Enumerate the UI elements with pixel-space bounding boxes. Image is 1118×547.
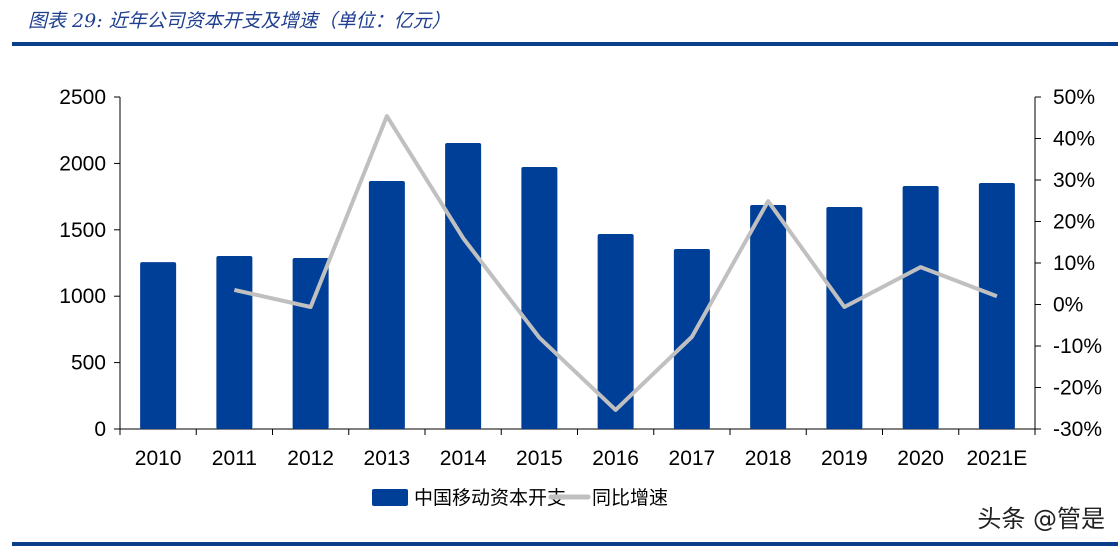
right-tick-label: 0%: [1053, 294, 1083, 317]
bar-2015: [521, 166, 558, 429]
left-tick-label: 1000: [59, 285, 106, 308]
left-tick-label: 2000: [59, 152, 106, 175]
left-tick-label: 1500: [59, 219, 106, 242]
right-tick-label: 10%: [1053, 252, 1095, 275]
x-tick-label: 2016: [592, 447, 639, 470]
figure-title: 图表 29: 近年公司资本开支及增速（单位：亿元）: [28, 10, 451, 32]
bar-2010: [140, 262, 177, 429]
legend-bar-swatch: [372, 489, 408, 506]
left-tick-label: 0: [94, 418, 106, 441]
left-tick-label: 2500: [59, 86, 106, 109]
right-tick-label: 40%: [1053, 128, 1095, 151]
bar-2014: [445, 142, 482, 430]
bar-2018: [750, 204, 787, 429]
x-tick-label: 2017: [669, 447, 716, 470]
legend-line-label: 同比增速: [592, 487, 668, 509]
x-tick-label: 2014: [440, 447, 487, 470]
left-tick-label: 500: [71, 352, 106, 375]
x-tick-label: 2020: [897, 447, 944, 470]
x-tick-label: 2012: [287, 447, 334, 470]
x-tick-label: 2015: [516, 447, 563, 470]
legend-bar-label: 中国移动资本开支: [414, 487, 566, 509]
right-tick-label: -30%: [1053, 418, 1102, 441]
x-tick-label: 2021E: [967, 447, 1028, 470]
bar-2012: [292, 257, 329, 429]
right-tick-label: -20%: [1053, 377, 1102, 400]
bar-2019: [826, 206, 863, 429]
title-rule: [12, 42, 1118, 46]
x-tick-label: 2010: [135, 447, 182, 470]
right-tick-label: 50%: [1053, 86, 1095, 109]
right-tick-label: -10%: [1053, 335, 1102, 358]
bar-2011: [216, 255, 253, 429]
bar-2021E: [978, 183, 1015, 429]
watermark: 头条 @管是: [977, 505, 1105, 533]
right-tick-label: 30%: [1053, 169, 1095, 192]
bar-2020: [902, 185, 939, 429]
bottom-rule: [12, 542, 1118, 546]
bar-2016: [597, 234, 634, 429]
bar-2013: [368, 181, 405, 429]
x-tick-label: 2013: [364, 447, 411, 470]
right-tick-label: 20%: [1053, 211, 1095, 234]
x-tick-label: 2018: [745, 447, 792, 470]
x-tick-label: 2019: [821, 447, 868, 470]
x-tick-label: 2011: [212, 447, 257, 470]
